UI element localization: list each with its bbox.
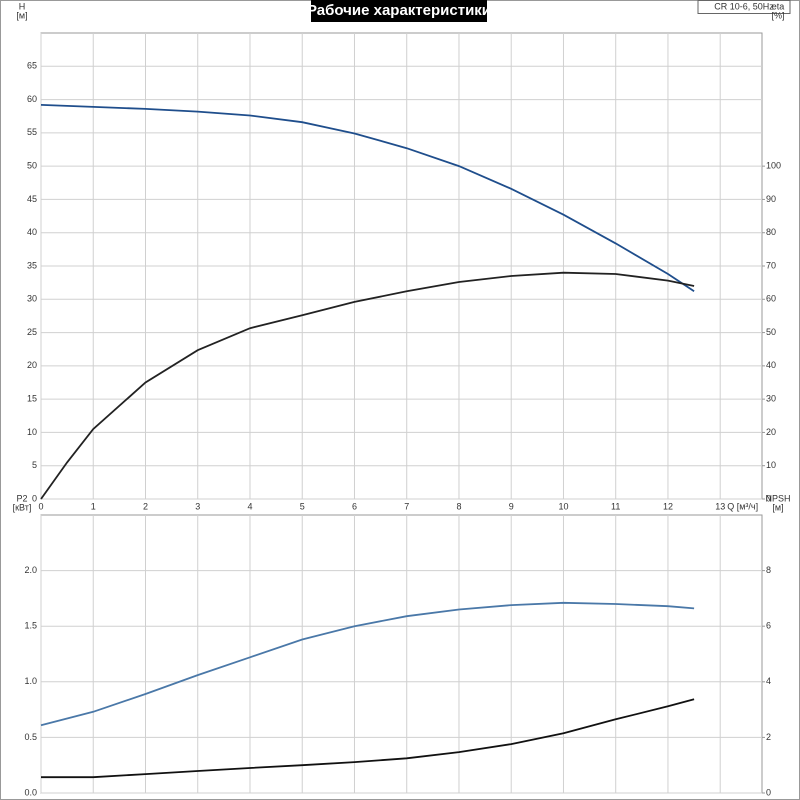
y-axis-unit: [кВт] [13,502,32,512]
x-tick-label: 6 [352,501,357,511]
y-tick-label: 0.5 [24,732,37,742]
y-tick-label: 20 [27,360,37,370]
y-tick-label: 30 [27,294,37,304]
annotation-box [697,0,791,14]
x-tick-label: 1 [91,501,96,511]
y-tick-label: 45 [27,194,37,204]
y-tick-label: 55 [27,127,37,137]
y2-tick-label: 100 [766,161,781,171]
y2-tick-label: 20 [766,427,776,437]
y-tick-label: 1.5 [24,621,37,631]
y-axis-label: H [19,1,26,11]
y-tick-label: 0 [32,493,37,503]
y-tick-label: 25 [27,327,37,337]
y-tick-label: 50 [27,161,37,171]
y-tick-label: 60 [27,94,37,104]
y2-tick-label: 8 [766,565,771,575]
y-tick-label: 1.0 [24,676,37,686]
curve [40,271,695,500]
y-tick-label: 40 [27,227,37,237]
y2-axis-unit: [м] [772,502,783,512]
y2-axis-unit: [%] [771,10,784,20]
y2-tick-label: 4 [766,676,771,686]
x-tick-label: 0 [38,501,43,511]
x-tick-label: 9 [509,501,514,511]
x-axis-label: Q [м³/ч] [727,501,758,511]
y2-tick-label: 6 [766,621,771,631]
y-tick-label: 65 [27,61,37,71]
y2-tick-label: 40 [766,360,776,370]
title-box [311,0,487,22]
y-tick-label: 0.0 [24,787,37,797]
y2-tick-label: 30 [766,394,776,404]
y-tick-label: 5 [32,460,37,470]
y-axis-unit: [м] [16,10,27,20]
x-tick-label: 12 [663,501,673,511]
y-tick-label: 10 [27,427,37,437]
annotation: CR 10-6, 50Hz [714,1,774,11]
y-tick-label: 35 [27,260,37,270]
x-tick-label: 3 [195,501,200,511]
y2-tick-label: 60 [766,294,776,304]
x-tick-label: 13 [715,501,725,511]
x-tick-label: 7 [404,501,409,511]
y-axis-label: P2 [16,493,27,503]
y2-axis-label: NPSH [765,493,790,503]
y2-tick-label: 0 [766,493,771,503]
curve [41,698,695,779]
y2-tick-label: 50 [766,327,776,337]
x-tick-label: 10 [558,501,568,511]
y2-axis-label: eta [772,1,785,11]
x-tick-label: 5 [300,501,305,511]
x-tick-label: 4 [247,501,252,511]
y-tick-label: 15 [27,394,37,404]
x-tick-label: 8 [456,501,461,511]
curve [40,104,695,293]
y2-tick-label: 2 [766,732,771,742]
y2-tick-label: 90 [766,194,776,204]
y2-tick-label: 80 [766,227,776,237]
y2-tick-label: 0 [766,787,771,797]
x-tick-label: 11 [611,501,620,511]
y2-tick-label: 70 [766,260,776,270]
y-tick-label: 2.0 [24,565,37,575]
chart-title: Рабочие характеристики [307,2,491,19]
x-tick-label: 2 [143,501,148,511]
y2-tick-label: 10 [766,460,776,470]
curve [40,601,695,727]
